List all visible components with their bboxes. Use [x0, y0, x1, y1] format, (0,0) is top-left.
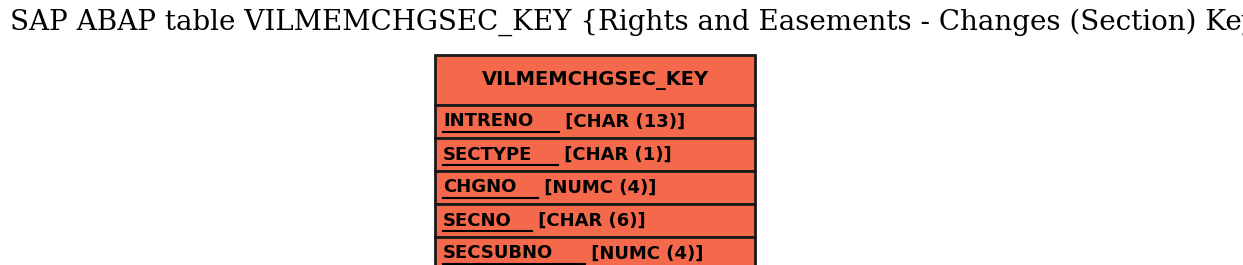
Text: [CHAR (13)]: [CHAR (13)]: [559, 113, 686, 130]
Text: [CHAR (6)]: [CHAR (6)]: [532, 211, 645, 229]
Bar: [435, 171, 755, 204]
Text: [CHAR (1)]: [CHAR (1)]: [558, 145, 672, 164]
Text: VILMEMCHGSEC_KEY: VILMEMCHGSEC_KEY: [481, 70, 709, 90]
Bar: [435, 55, 755, 105]
Text: [NUMC (4)]: [NUMC (4)]: [585, 245, 704, 263]
Text: SAP ABAP table VILMEMCHGSEC_KEY {Rights and Easements - Changes (Section) Key}: SAP ABAP table VILMEMCHGSEC_KEY {Rights …: [10, 8, 1243, 36]
Bar: [435, 237, 755, 265]
Text: CHGNO: CHGNO: [443, 179, 516, 197]
Text: INTRENO: INTRENO: [443, 113, 533, 130]
Bar: [435, 105, 755, 138]
Bar: [435, 204, 755, 237]
Text: SECNO: SECNO: [443, 211, 512, 229]
Text: SECSUBNO: SECSUBNO: [443, 245, 553, 263]
Text: [NUMC (4)]: [NUMC (4)]: [538, 179, 656, 197]
Text: SECTYPE: SECTYPE: [443, 145, 532, 164]
Bar: [435, 138, 755, 171]
